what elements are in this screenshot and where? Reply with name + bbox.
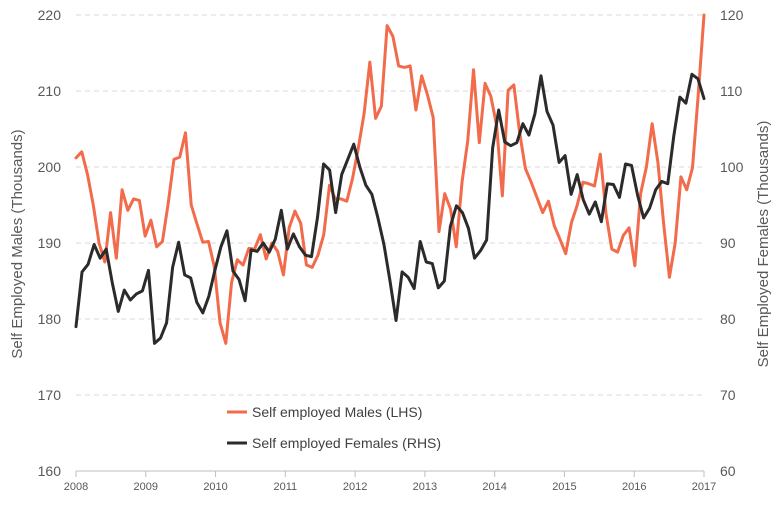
left-tick-label: 210	[38, 83, 62, 99]
left-tick-label: 170	[38, 387, 62, 403]
right-y-axis-ticks: 60 70 80 90 100 110 120	[720, 7, 744, 479]
left-axis-title: Self Employed Males (Thousands)	[9, 129, 26, 358]
left-tick-label: 180	[38, 311, 62, 327]
legend: Self employed Males (LHS) Self employed …	[227, 404, 441, 451]
x-tick-label: 2012	[343, 481, 367, 493]
x-tick-label: 2009	[134, 481, 158, 493]
right-tick-label: 100	[720, 159, 744, 175]
left-y-axis-ticks: 160 170 180 190 200 210 220	[38, 7, 62, 479]
left-tick-label: 190	[38, 235, 62, 251]
x-tick-label: 2010	[203, 481, 227, 493]
right-axis-title: Self Employed Females (Thousands)	[755, 121, 772, 368]
right-tick-label: 70	[720, 387, 736, 403]
right-tick-label: 60	[720, 463, 736, 479]
right-tick-label: 90	[720, 235, 736, 251]
x-tick-label: 2013	[413, 481, 437, 493]
right-tick-label: 120	[720, 7, 744, 23]
x-tick-label: 2016	[622, 481, 646, 493]
left-tick-label: 200	[38, 159, 62, 175]
x-tick-label: 2014	[482, 481, 506, 493]
right-tick-label: 80	[720, 311, 736, 327]
x-tick-label: 2008	[64, 481, 88, 493]
x-tick-label: 2017	[692, 481, 716, 493]
x-tick-label: 2011	[274, 481, 298, 493]
x-axis: 2008 2009 2010 2011 2012 2013 2014 2015 2016 2017	[64, 470, 716, 493]
legend-label-males: Self employed Males (LHS)	[252, 404, 422, 420]
left-tick-label: 220	[38, 7, 62, 23]
series-line-females	[74, 72, 706, 345]
series-line-males	[74, 13, 706, 345]
gridlines	[76, 14, 704, 396]
series-layer	[74, 13, 706, 345]
right-tick-label: 110	[720, 83, 743, 99]
left-tick-label: 160	[38, 463, 62, 479]
legend-label-females: Self employed Females (RHS)	[252, 435, 441, 451]
x-tick-label: 2015	[552, 481, 576, 493]
